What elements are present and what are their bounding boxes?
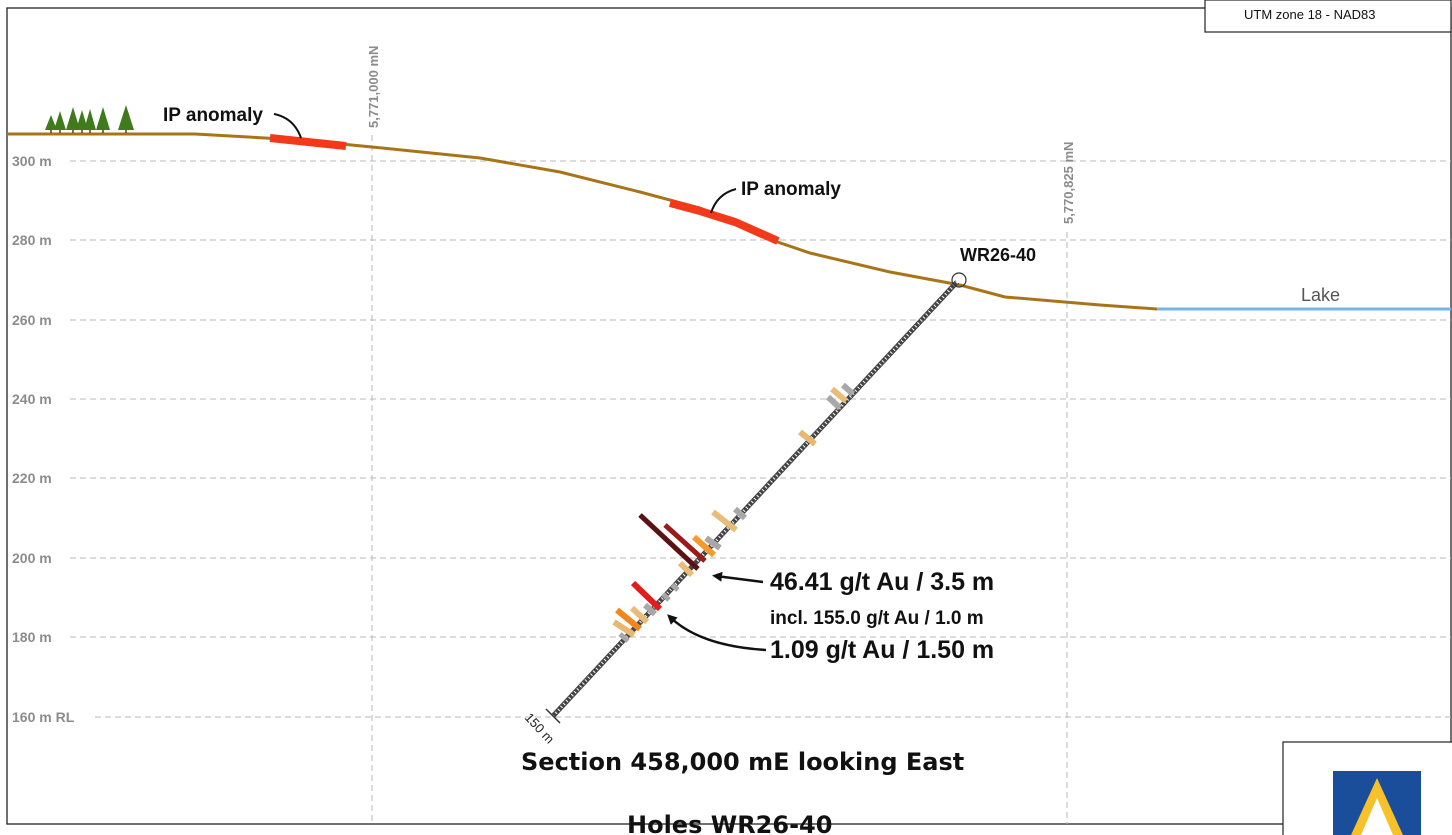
elevation-label: 260 m xyxy=(12,312,52,328)
ip-anomaly-leader xyxy=(273,113,302,139)
company-logo-icon xyxy=(1333,771,1421,835)
tree-trunks xyxy=(50,130,127,133)
section-title: Section 458,000 mE looking East xyxy=(521,748,964,776)
tree-icon xyxy=(45,105,134,130)
intercept-second-label: 1.09 g/t Au / 1.50 m xyxy=(770,636,994,664)
elevation-label: 200 m xyxy=(12,550,52,566)
holes-title: Holes WR26-40 xyxy=(627,811,832,835)
elevation-label: 220 m xyxy=(12,470,52,486)
lake-label: Lake xyxy=(1301,285,1340,305)
intercept-arrow xyxy=(667,614,767,652)
crs-label: UTM zone 18 - NAD83 xyxy=(1244,7,1376,22)
topography-line xyxy=(7,132,1158,311)
drill-hole-ticks xyxy=(551,280,959,718)
crs-box xyxy=(1204,0,1452,33)
ip-anomaly-label: IP anomaly xyxy=(741,179,841,200)
elevation-label: 160 m RL xyxy=(12,709,75,725)
ip-anomaly-segment xyxy=(668,199,780,245)
elevation-label: 280 m xyxy=(12,232,52,248)
elevation-label: 300 m xyxy=(12,153,52,169)
hole-id-label: WR26-40 xyxy=(960,245,1036,265)
ip-anomaly-segment xyxy=(269,134,347,150)
intercept-main-label: 46.41 g/t Au / 3.5 m xyxy=(770,568,994,596)
intercept-including-label: incl. 155.0 g/t Au / 1.0 m xyxy=(770,608,984,629)
northing-label: 5,771,000 mN xyxy=(366,46,381,128)
end-of-hole-marker xyxy=(545,708,561,724)
northing-grid xyxy=(371,135,1068,824)
elevation-grid xyxy=(70,160,1451,718)
elevation-label: 240 m xyxy=(12,391,52,407)
collar-circle-icon xyxy=(951,272,967,288)
ip-anomaly-leader xyxy=(710,188,737,214)
intercept-arrow xyxy=(712,571,764,584)
ip-anomaly-label: IP anomaly xyxy=(163,105,263,126)
elevation-label: 180 m xyxy=(12,629,52,645)
assay-histogram xyxy=(612,382,856,643)
map-frame xyxy=(6,7,1452,825)
northing-label: 5,770,825 mN xyxy=(1061,142,1076,224)
